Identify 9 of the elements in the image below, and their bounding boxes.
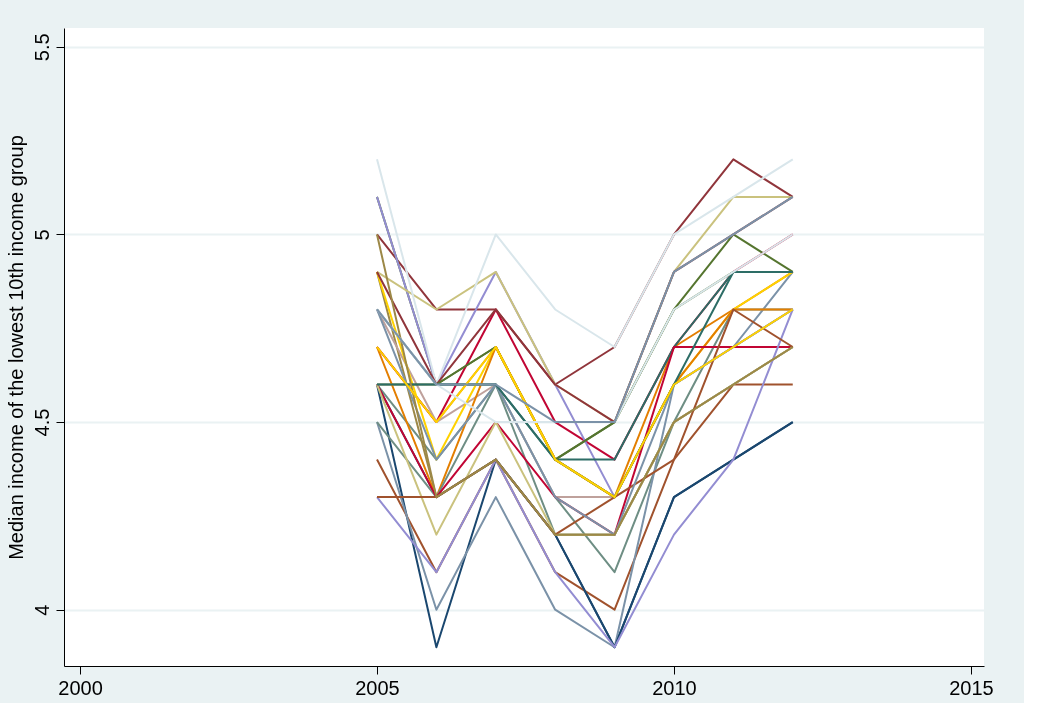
x-tick-label: 2000 [58, 676, 103, 699]
y-tick-label: 5 [30, 229, 53, 241]
y-tick-label: 5.5 [30, 33, 53, 62]
x-tick-label: 2010 [652, 676, 697, 699]
y-tick-label: 4.5 [30, 408, 53, 437]
x-tick-label: 2015 [949, 676, 994, 699]
y-tick-label: 4 [30, 604, 53, 616]
y-axis-title: Median income of the lowest 10th income group [4, 135, 27, 560]
x-tick-label: 2005 [355, 676, 400, 699]
